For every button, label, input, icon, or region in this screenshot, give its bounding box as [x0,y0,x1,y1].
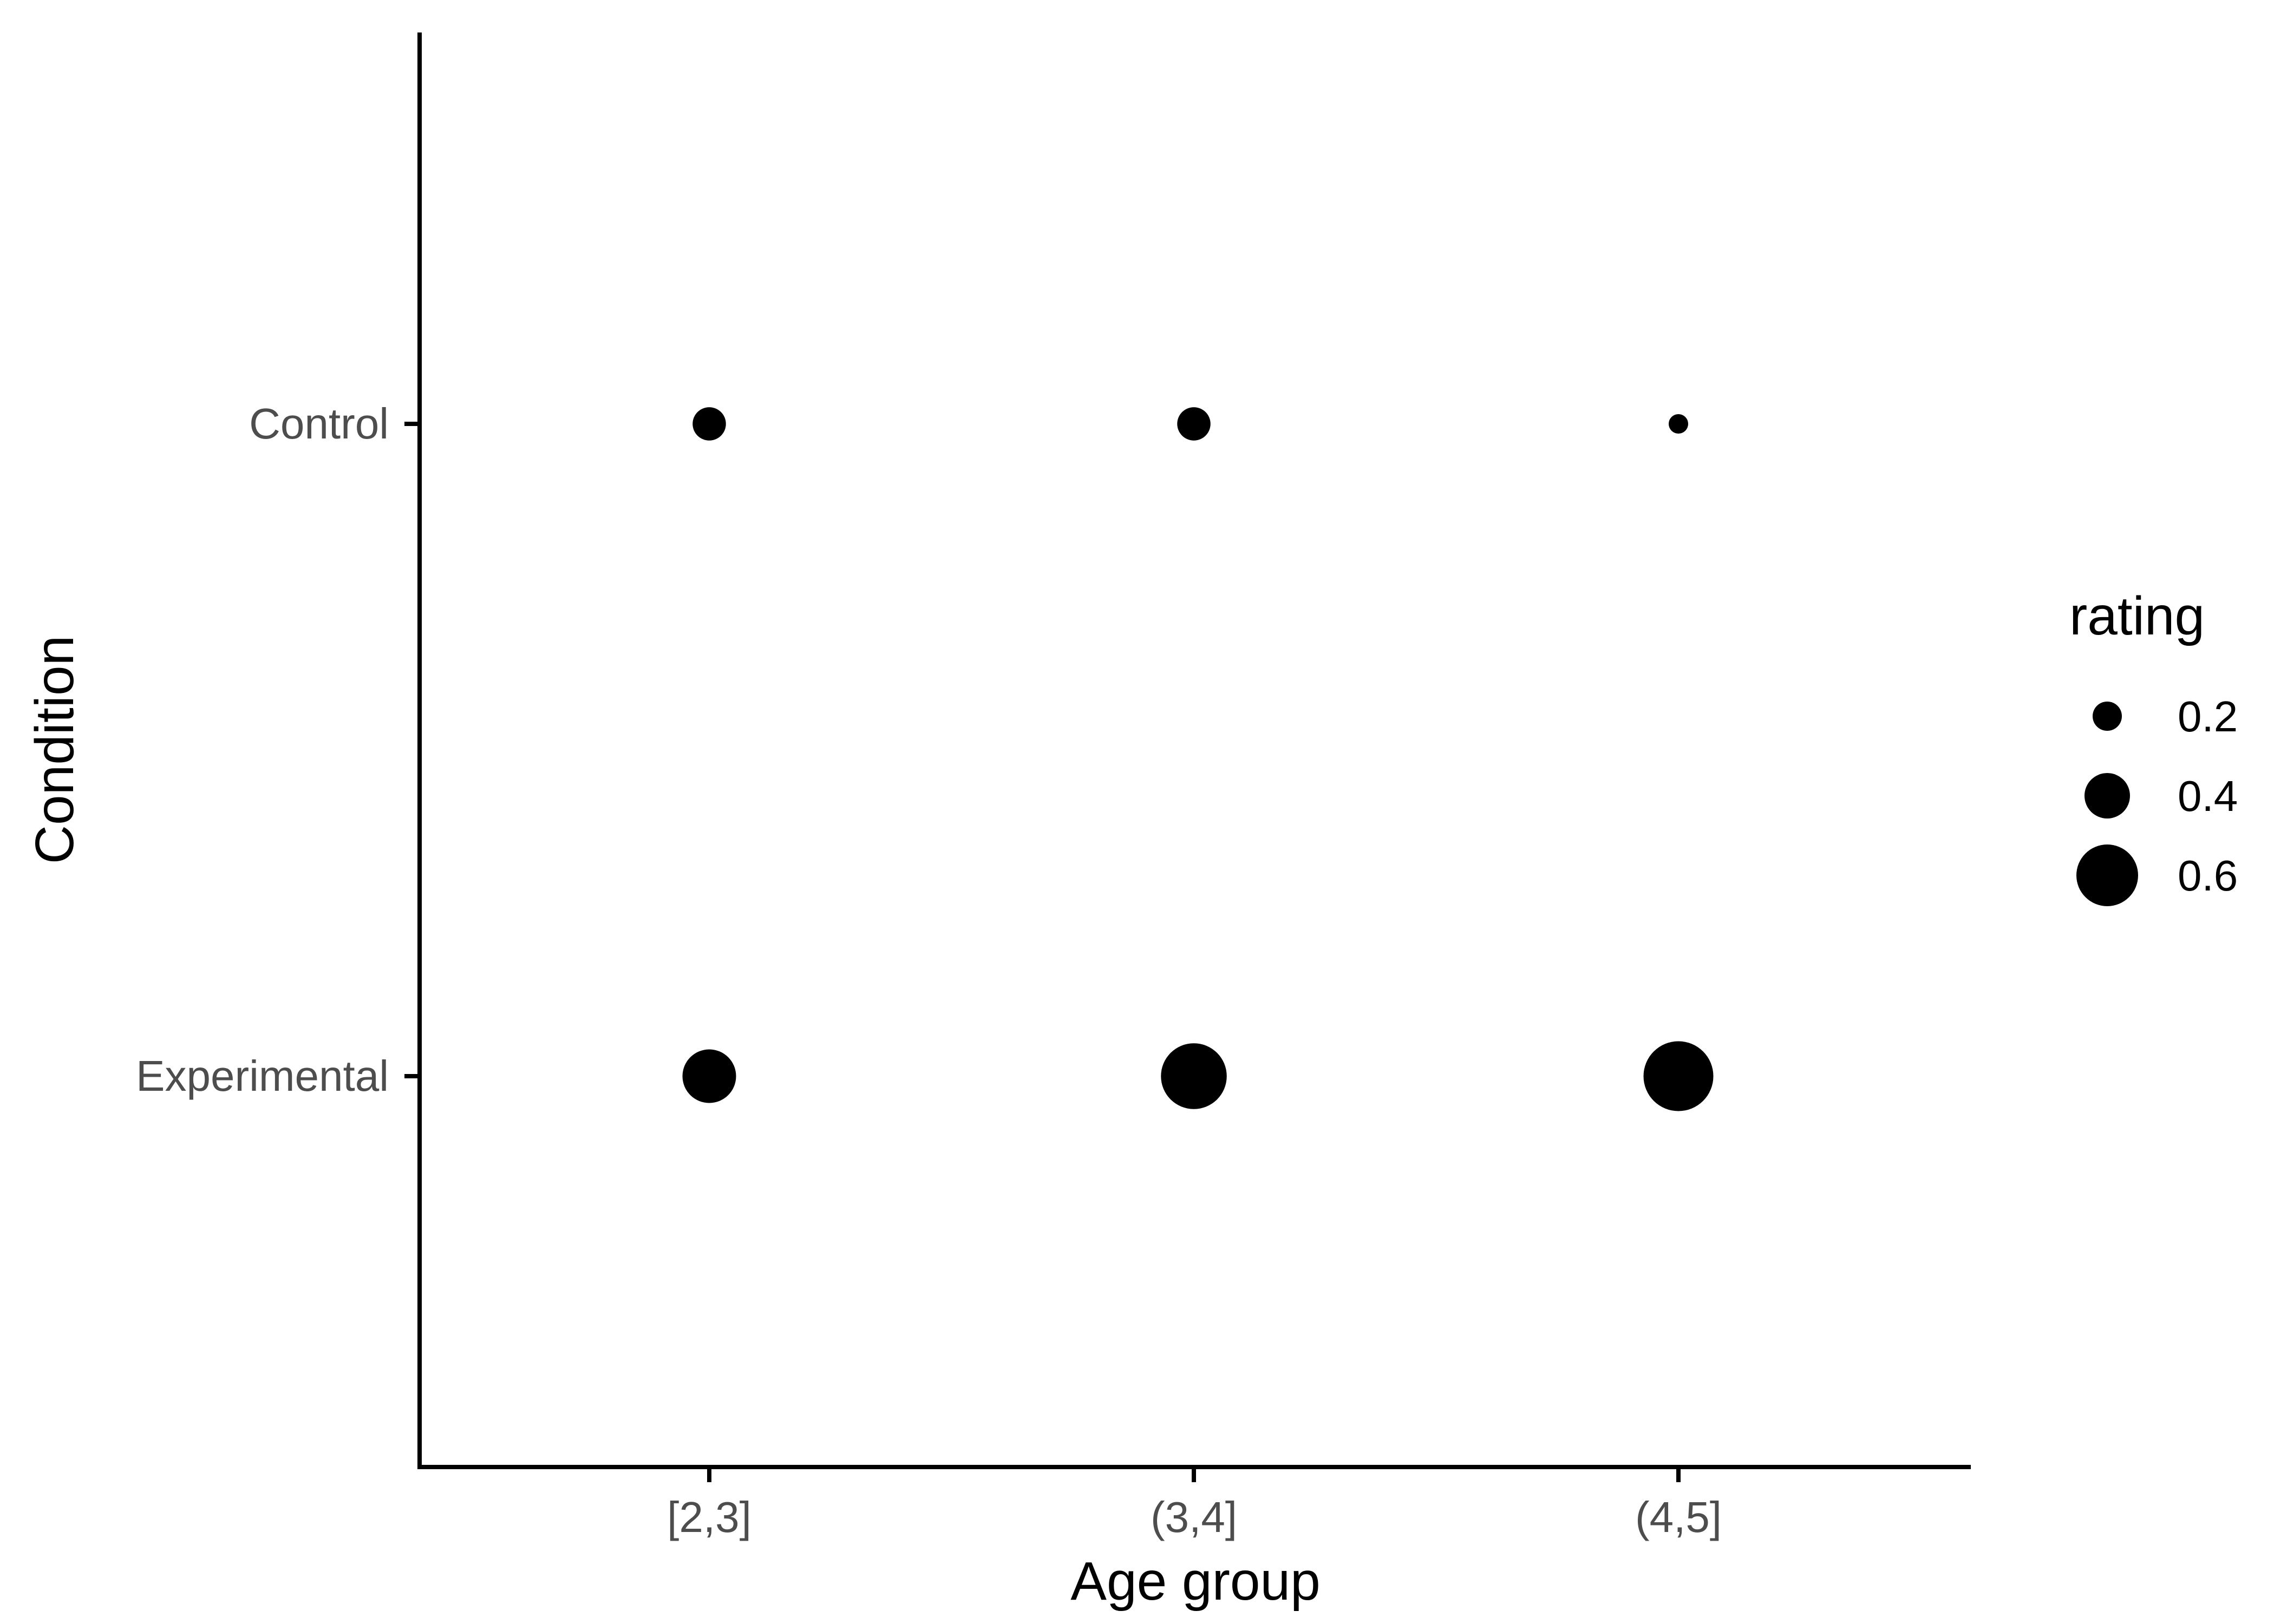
legend-label: 0.6 [2178,852,2238,900]
y-tick-label: Control [249,400,389,448]
data-point [1669,414,1688,434]
y-axis-ticks: Control Experimental [136,400,417,1100]
data-point [1177,407,1211,441]
data-point [682,1049,736,1103]
legend-key [2076,844,2138,906]
legend-key [2093,702,2122,731]
x-tick-label: (3,4] [1151,1493,1237,1541]
y-axis-title: Condition [24,636,85,865]
legend-label: 0.2 [2178,692,2238,741]
data-point [1643,1041,1714,1111]
legend-key [2084,773,2130,818]
x-axis-ticks: [2,3] (3,4] (4,5] [667,1469,1722,1541]
legend-label: 0.4 [2178,772,2238,820]
y-tick-label: Experimental [136,1052,389,1100]
legend: rating 0.2 0.4 0.6 [2069,586,2238,906]
x-tick-label: (4,5] [1635,1493,1722,1541]
data-point [1161,1043,1227,1109]
data-point [692,407,726,441]
x-tick-label: [2,3] [667,1493,752,1541]
plot-area [417,32,1971,1469]
data-points [682,407,1714,1111]
x-axis-title: Age group [1070,1551,1320,1612]
legend-title: rating [2069,586,2205,646]
